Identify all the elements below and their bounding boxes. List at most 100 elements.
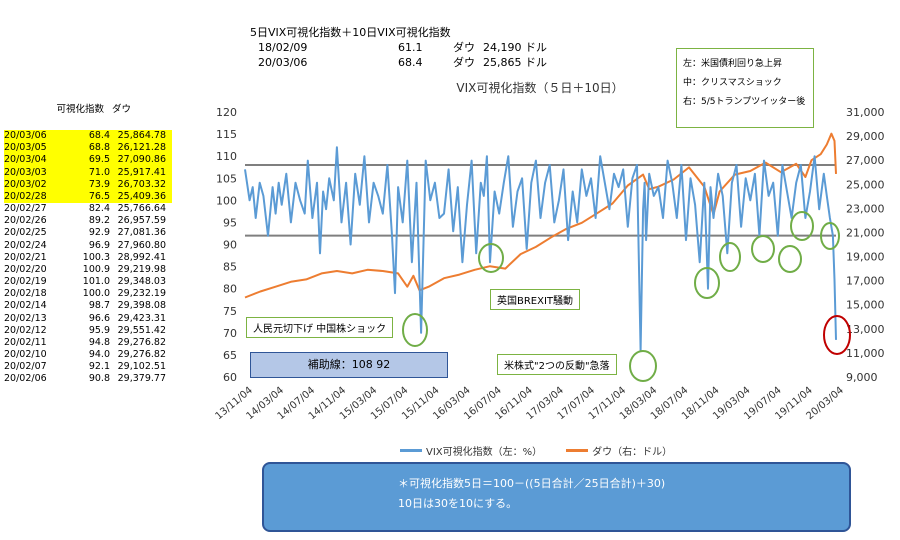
y-left-tick-label: 110: [216, 150, 237, 163]
table-cell: 20/02/21: [4, 251, 47, 263]
table-row: 20/03/02 73.9 26,703.32: [4, 178, 172, 191]
table-cell: 29,102.51: [117, 361, 166, 373]
table-cell: 100.0: [82, 288, 110, 300]
table-row: 20/02/11 94.8 29,276.82: [4, 337, 172, 349]
table-cell: 27,081.36: [117, 227, 166, 239]
legend-swatch-dow: [566, 449, 589, 452]
header-value: 61.1: [398, 41, 423, 54]
table-row: 20/03/06 68.4 25,864.78: [4, 130, 172, 143]
y-left-tick-label: 85: [223, 261, 237, 274]
formula-line: 10日は30を10にする。: [398, 497, 518, 510]
table-cell: 26,121.28: [117, 142, 166, 154]
y-right-tick-label: 11,000: [846, 347, 885, 360]
table-cell: 20/02/06: [4, 373, 47, 385]
table-cell: 20/02/13: [4, 312, 47, 324]
highlight-circle: [778, 245, 802, 273]
y-left-tick-label: 90: [223, 239, 237, 252]
table-row: 20/02/21 100.3 28,992.41: [4, 252, 172, 264]
table-cell: 20/03/05: [4, 142, 47, 154]
table-row: 20/03/04 69.5 27,090.86: [4, 154, 172, 167]
header-value: 68.4: [398, 56, 423, 69]
table-row: 20/02/19 101.0 29,348.03: [4, 276, 172, 288]
table-cell: 100.3: [82, 251, 110, 263]
legend-label-dow: ダウ（右：ドル）: [592, 447, 673, 458]
chart-legend: VIX可視化指数（左：%） ダウ（右：ドル）: [400, 443, 672, 458]
table-cell: 20/02/25: [4, 227, 47, 239]
table-cell: 96.6: [88, 312, 110, 324]
table-cell: 29,551.42: [117, 324, 166, 336]
chart-title: VIX可視化指数（５日＋10日）: [456, 80, 623, 95]
header-label: ダウ: [453, 56, 475, 69]
y-left-tick-label: 115: [216, 128, 237, 141]
table-cell: 25,864.78: [117, 130, 166, 142]
table-cell: 101.0: [82, 276, 110, 288]
table-cell: 29,276.82: [117, 336, 166, 348]
header-title: 5日VIX可視化指数＋10日VIX可視化指数: [250, 26, 451, 39]
y-right-tick-label: 27,000: [846, 154, 885, 167]
table-row: 20/03/05 68.8 26,121.28: [4, 142, 172, 155]
table-row: 20/02/07 92.1 29,102.51: [4, 361, 172, 373]
highlight-circle: [823, 315, 851, 355]
table-cell: 29,398.08: [117, 300, 166, 312]
y-left-tick-label: 75: [223, 305, 237, 318]
y-left-tick-label: 80: [223, 283, 237, 296]
table-cell: 69.5: [88, 154, 110, 166]
y-right-tick-label: 25,000: [846, 178, 885, 191]
table-cell: 29,276.82: [117, 348, 166, 360]
legend-label-vix: VIX可視化指数（左：%）: [426, 447, 543, 458]
table-cell: 29,423.31: [117, 312, 166, 324]
vix-series-line: [244, 146, 837, 352]
table-cell: 94.0: [88, 348, 110, 360]
table-cell: 90.8: [88, 373, 110, 385]
table-cell: 73.9: [88, 178, 110, 190]
table-cell: 20/02/12: [4, 324, 47, 336]
table-cell: 20/03/02: [4, 178, 47, 190]
y-left-tick-label: 70: [223, 327, 237, 340]
y-right-tick-label: 9,000: [846, 371, 878, 384]
y-right-tick-label: 17,000: [846, 275, 885, 288]
table-row: 20/02/18 100.0 29,232.19: [4, 288, 172, 300]
legend-box-line: 右：5/5トランプツイッター後: [683, 97, 806, 107]
highlight-circle: [402, 313, 428, 347]
annotation-hojo: 補助線：108 92: [250, 352, 448, 378]
header-block: 5日VIX可視化指数＋10日VIX可視化指数 18/02/09 61.1 ダウ …: [250, 25, 573, 70]
table-col-header: 可視化指数: [56, 104, 104, 115]
legend-box-line: 左：米国債利回り急上昇: [683, 59, 783, 69]
table-cell: 95.9: [88, 324, 110, 336]
table-cell: 100.9: [82, 263, 110, 275]
table-row: 20/02/27 82.4 25,766.64: [4, 203, 172, 215]
table-cell: 27,090.86: [117, 154, 166, 166]
table-row: 20/02/28 76.5 25,409.36: [4, 190, 172, 204]
table-row: 20/03/03 71.0 25,917.41: [4, 166, 172, 179]
y-right-tick-label: 31,000: [846, 106, 885, 119]
y-right-tick-label: 23,000: [846, 202, 885, 215]
header-dow: 24,190 ドル: [483, 41, 547, 54]
table-row: 20/02/25 92.9 27,081.36: [4, 227, 172, 239]
annotation-us-stock: 米株式"2つの反動"急落: [497, 354, 617, 375]
table-cell: 20/02/10: [4, 348, 47, 360]
table-cell: 92.9: [88, 227, 110, 239]
table-cell: 20/02/11: [4, 336, 47, 348]
table-row: 20/02/06 90.8 29,379.77: [4, 373, 172, 385]
table-cell: 29,348.03: [117, 276, 166, 288]
table-cell: 28,992.41: [117, 251, 166, 263]
annotation-legend-box: 左：米国債利回り急上昇 中：クリスマスショック 右：5/5トランプツイッター後: [676, 48, 814, 128]
y-right-tick-label: 21,000: [846, 226, 885, 239]
table-cell: 20/02/18: [4, 288, 47, 300]
table-cell: 29,219.98: [117, 263, 166, 275]
y-left-tick-label: 120: [216, 106, 237, 119]
table-cell: 20/02/14: [4, 300, 47, 312]
header-label: ダウ: [453, 41, 475, 54]
table-cell: 98.7: [88, 300, 110, 312]
table-cell: 71.0: [88, 166, 110, 178]
header-date: 20/03/06: [258, 56, 308, 69]
table-cell: 82.4: [88, 203, 110, 215]
table-cell: 96.9: [88, 239, 110, 251]
legend-swatch-vix: [400, 449, 422, 452]
table-cell: 29,232.19: [117, 288, 166, 300]
table-cell: 26,703.32: [117, 178, 166, 190]
annotation-brexit: 英国BREXIT騒動: [490, 289, 581, 310]
y-left-tick-label: 100: [216, 194, 237, 207]
legend-box-line: 中：クリスマスショック: [683, 78, 782, 88]
table-cell: 20/02/24: [4, 239, 47, 251]
